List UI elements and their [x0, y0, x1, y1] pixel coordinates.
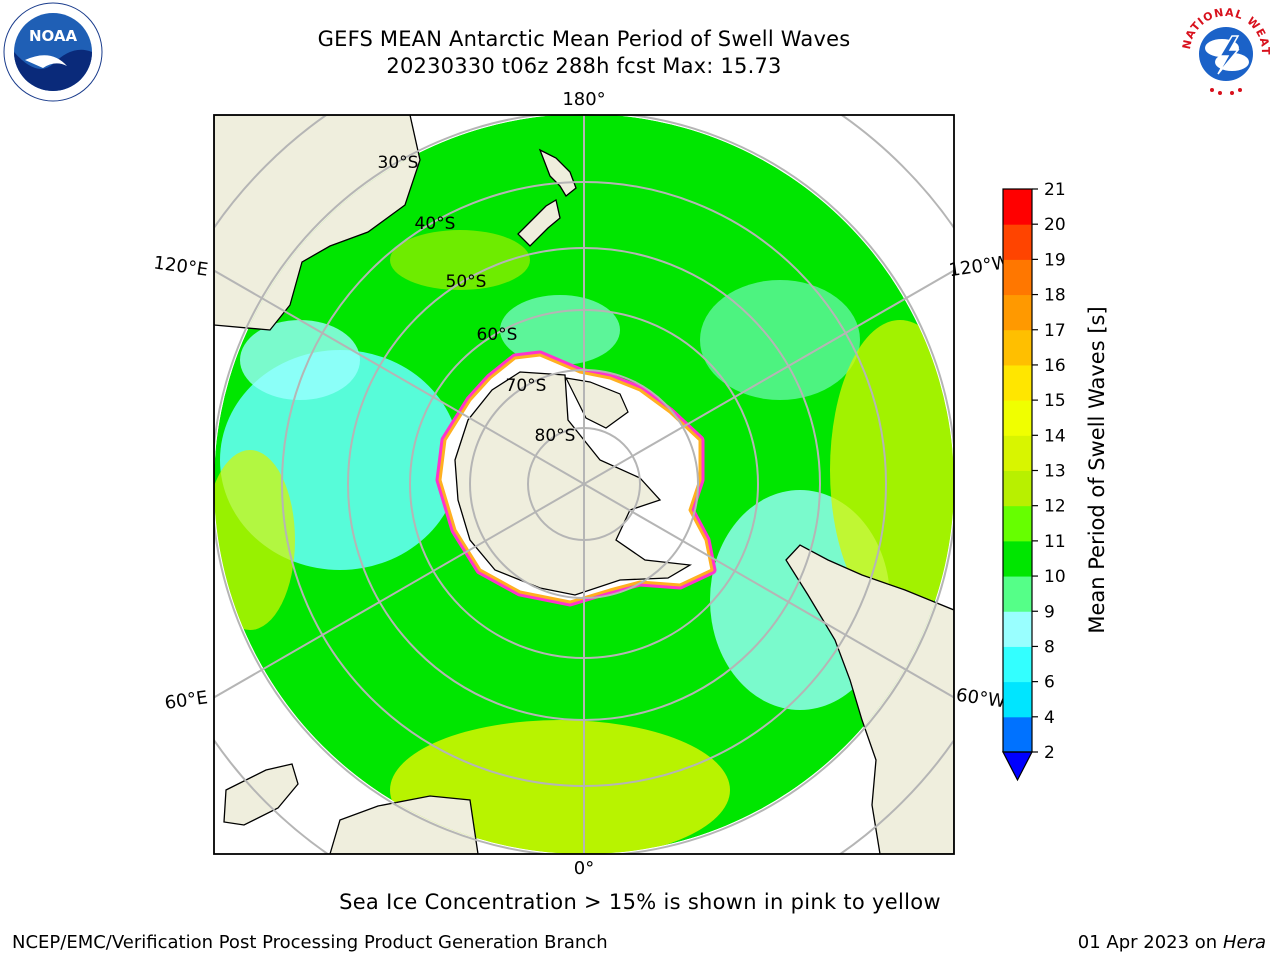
- graticule: [214, 115, 954, 854]
- footer-date-text: 01 Apr 2023 on: [1077, 932, 1223, 953]
- lat-label-30s: 30°S: [378, 153, 419, 173]
- colorbar-segment: [1003, 505, 1032, 542]
- colorbar-tick-label: 6: [1044, 673, 1055, 693]
- colorbar-tick-label: 4: [1044, 708, 1055, 728]
- colorbar-tick-label: 13: [1044, 462, 1066, 482]
- colorbar-tick-label: 15: [1044, 391, 1066, 411]
- colorbar-segment: [1003, 435, 1032, 471]
- colorbar-tick-label: 8: [1044, 637, 1055, 657]
- colorbar-segment: [1003, 259, 1032, 296]
- noaa-logo-text: NOAA: [29, 27, 78, 45]
- colorbar-segment: [1003, 716, 1032, 753]
- lon-label-upper-left: 120°E: [152, 252, 209, 280]
- colorbar: 2 4 6 8 9 10 11 12 13 14 15 16 17 18 19 20 21: [1002, 180, 1066, 782]
- colorbar-segment: [1003, 189, 1032, 225]
- footer-host: Hera: [1222, 932, 1266, 953]
- land-madagascar: [223, 763, 299, 826]
- lon-label-upper-right: 120°W: [947, 252, 1011, 281]
- lat-label-70s: 70°S: [506, 376, 547, 396]
- lon-label-lower-right: 60°W: [955, 685, 1007, 713]
- map-frame: [213, 114, 955, 855]
- lon-label-bottom: 0°: [574, 858, 594, 879]
- lat-label-60s: 60°S: [477, 325, 518, 345]
- colorbar-segment: [1003, 540, 1032, 577]
- colorbar-segment: [1003, 364, 1032, 401]
- colorbar-tick-label: 14: [1044, 426, 1066, 446]
- colorbar-segment: [1003, 646, 1032, 683]
- colorbar-segment: [1003, 681, 1032, 718]
- footer-date: 01 Apr 2023 on Hera: [1078, 932, 1266, 953]
- colorbar-tick-label: 17: [1044, 321, 1066, 341]
- colorbar-segment: [1003, 611, 1032, 647]
- colorbar-segment: [1003, 400, 1032, 436]
- map-subtitle: 20230330 t06z 288h fcst Max: 15.73: [386, 54, 782, 78]
- colorbar-tick-label: 10: [1044, 567, 1066, 587]
- colorbar-tick-label: 9: [1044, 602, 1055, 622]
- map-title: GEFS MEAN Antarctic Mean Period of Swell…: [317, 27, 851, 51]
- lat-label-80s: 80°S: [535, 426, 576, 446]
- colorbar-segment: [1003, 329, 1032, 366]
- lon-label-top: 180°: [562, 89, 605, 110]
- colorbar-label: Mean Period of Swell Waves [s]: [1085, 306, 1109, 634]
- colorbar-extend-min: [1002, 751, 1033, 782]
- sea-ice-caption: Sea Ice Concentration > 15% is shown in …: [339, 890, 941, 914]
- colorbar-segment: [1003, 470, 1032, 507]
- colorbar-tick-label: 16: [1044, 356, 1066, 376]
- footer-credit: NCEP/EMC/Verification Post Processing Pr…: [12, 932, 608, 953]
- colorbar-tick-label: 20: [1044, 215, 1066, 235]
- colorbar-tick-label: 19: [1044, 250, 1066, 270]
- colorbar-tick-label: 11: [1044, 532, 1066, 552]
- noaa-logo-icon: NOAA: [3, 2, 103, 102]
- lon-label-lower-left: 60°E: [163, 687, 209, 714]
- colorbar-segment: [1003, 294, 1032, 331]
- nws-logo-icon: NATIONAL WEATHER SERVICE: [1176, 2, 1274, 100]
- colorbar-tick-label: 2: [1044, 743, 1055, 763]
- lat-label-50s: 50°S: [446, 272, 487, 292]
- colorbar-segment: [1003, 224, 1032, 260]
- lat-label-40s: 40°S: [415, 214, 456, 234]
- colorbar-segment: [1003, 576, 1032, 612]
- colorbar-tick-label: 21: [1044, 180, 1066, 200]
- colorbar-tick-label: 12: [1044, 497, 1066, 517]
- colorbar-tick-label: 18: [1044, 286, 1066, 306]
